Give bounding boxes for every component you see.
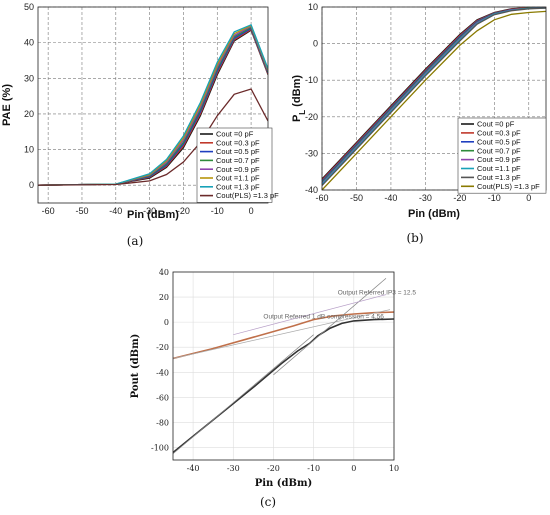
legend-entry: Cout =0 pF bbox=[216, 130, 254, 139]
series-group bbox=[173, 278, 394, 454]
x-axis-label: Pin (dBm) bbox=[255, 478, 313, 489]
x-tick-label: 0 bbox=[249, 206, 254, 216]
legend-entry: Cout =0.7 pF bbox=[477, 146, 521, 155]
y-tick-label: 30 bbox=[24, 73, 34, 83]
y-tick-label: 10 bbox=[24, 145, 34, 155]
y-tick-label: 20 bbox=[159, 293, 169, 302]
y-tick-label: -20 bbox=[156, 343, 169, 352]
panel-label: (c) bbox=[260, 495, 276, 509]
series-line-8 bbox=[38, 88, 268, 186]
x-tick-label: -10 bbox=[488, 193, 501, 203]
y-tick-label: 0 bbox=[164, 318, 169, 327]
y-tick-label: 40 bbox=[24, 38, 34, 48]
legend-entry: Cout =0.7 pF bbox=[216, 156, 260, 165]
x-tick-label: -10 bbox=[211, 206, 224, 216]
y-tick-label: 40 bbox=[159, 268, 169, 277]
series-line-6 bbox=[233, 294, 387, 336]
legend-entry: Cout =1.3 pF bbox=[477, 173, 521, 182]
x-axis-label: Pin (dBm) bbox=[408, 208, 460, 220]
series-group bbox=[322, 7, 546, 190]
panel-label: (b) bbox=[406, 231, 423, 245]
series-line-1 bbox=[173, 318, 394, 454]
y-axis-label: PL (dBm) bbox=[291, 75, 307, 122]
legend-entry: Cout =0.9 pF bbox=[216, 165, 260, 174]
y-axis-label: PAE (%) bbox=[1, 84, 13, 126]
x-axis-label: Pin (dBm) bbox=[127, 209, 179, 221]
y-tick-label: 10 bbox=[308, 2, 318, 12]
x-tick-label: -50 bbox=[350, 193, 363, 203]
series-group bbox=[38, 23, 268, 186]
y-tick-label: -40 bbox=[156, 368, 169, 377]
annotation: Output Referred IP3 = 12.5 bbox=[338, 290, 417, 297]
plot-frame bbox=[321, 6, 547, 191]
x-tick-label: 10 bbox=[389, 464, 399, 473]
series-line-7 bbox=[38, 23, 268, 186]
legend-entry: Cout =0.5 pF bbox=[477, 137, 521, 146]
legend-box bbox=[196, 127, 273, 203]
x-tick-label: -30 bbox=[143, 206, 156, 216]
series-line-4 bbox=[173, 309, 391, 359]
y-tick-label: -100 bbox=[151, 443, 169, 452]
series-line-8 bbox=[322, 10, 546, 190]
chart-a: -60 -50 -40 -30 -20 -10 0 0 10 20 30 40 50 Pin (dBm) P… bbox=[1, 2, 279, 248]
y-tick-label: 0 bbox=[29, 180, 34, 190]
y-tick-label: -60 bbox=[156, 393, 169, 402]
x-tick-label: -20 bbox=[267, 464, 280, 473]
x-tick-label: -10 bbox=[307, 464, 320, 473]
legend-box bbox=[457, 117, 547, 194]
x-tick-label: -40 bbox=[384, 193, 397, 203]
legend-entry: Cout =1.1 pF bbox=[477, 164, 521, 173]
x-tick-label: -60 bbox=[42, 206, 55, 216]
plot-frame bbox=[37, 6, 269, 204]
y-tick-label: -30 bbox=[305, 148, 318, 158]
legend-entry: Cout(PLS) =1.3 pF bbox=[216, 191, 279, 200]
y-tick-label: 0 bbox=[313, 39, 318, 49]
x-tick-label: -20 bbox=[453, 193, 466, 203]
annotation: Output Referred 1 dB compression = 4.56 bbox=[263, 313, 384, 320]
x-tick-label: -50 bbox=[75, 206, 88, 216]
y-tick-label: 20 bbox=[24, 109, 34, 119]
series-line-5 bbox=[273, 278, 387, 376]
series-line-2 bbox=[173, 311, 394, 360]
series-line-7 bbox=[322, 7, 546, 187]
legend-entry: Cout =1.3 pF bbox=[216, 182, 260, 191]
chart-c: -40 -30 -20 -10 0 10-100-80-60-40-2002040Pin … bbox=[130, 268, 416, 509]
y-tick-label: 50 bbox=[24, 2, 34, 12]
y-tick-label: -80 bbox=[156, 418, 169, 427]
x-tick-label: -20 bbox=[177, 206, 190, 216]
panel-label: (a) bbox=[127, 234, 144, 248]
legend-entry: Cout =0.9 pF bbox=[477, 155, 521, 164]
x-tick-label: 0 bbox=[526, 193, 531, 203]
legend-entry: Cout =0.5 pF bbox=[216, 147, 260, 156]
x-tick-label: 0 bbox=[351, 464, 356, 473]
y-axis-label: Pout (dBm) bbox=[130, 334, 141, 399]
series-line-3 bbox=[173, 334, 314, 454]
chart-b: -60 -50 -40 -30 -20 -10 0 -40 -30 -20 -10 0 10 Pin (d… bbox=[291, 2, 547, 245]
x-tick-label: -40 bbox=[187, 464, 200, 473]
x-tick-label: -30 bbox=[227, 464, 240, 473]
legend-entry: Cout(PLS) =1.3 pF bbox=[477, 182, 540, 191]
plot-frame bbox=[172, 271, 395, 461]
legend-entry: Cout =0.3 pF bbox=[216, 138, 260, 147]
x-tick-label: -60 bbox=[315, 193, 328, 203]
y-tick-label: -20 bbox=[305, 112, 318, 122]
legend-entry: Cout =0.3 pF bbox=[477, 129, 521, 138]
legend-entry: Cout =0 pF bbox=[477, 120, 515, 129]
x-tick-label: -40 bbox=[109, 206, 122, 216]
legend-entry: Cout =1.1 pF bbox=[216, 174, 260, 183]
y-tick-label: -10 bbox=[305, 75, 318, 85]
y-tick-label: -40 bbox=[305, 185, 318, 195]
x-tick-label: -30 bbox=[419, 193, 432, 203]
